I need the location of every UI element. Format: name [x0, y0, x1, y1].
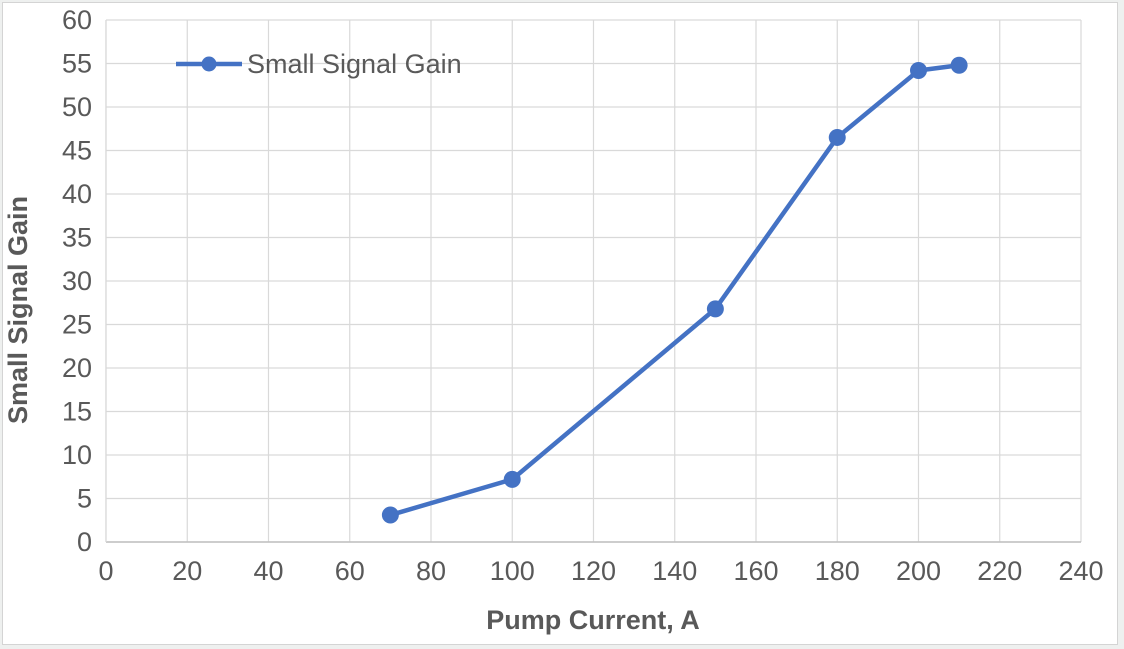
x-tick-label: 100 [490, 556, 535, 586]
x-tick-label: 80 [416, 556, 446, 586]
y-tick-label: 60 [62, 5, 92, 35]
y-tick-label: 20 [62, 353, 92, 383]
x-tick-label: 120 [571, 556, 616, 586]
x-tick-label: 160 [733, 556, 778, 586]
data-point-marker[interactable] [706, 300, 724, 318]
y-tick-label: 55 [62, 49, 92, 79]
axis-lines [105, 20, 1081, 543]
legend[interactable]: Small Signal Gain [176, 49, 462, 79]
data-point-marker[interactable] [910, 61, 927, 79]
x-tick-label: 40 [253, 556, 283, 586]
y-tick-label: 5 [77, 484, 92, 514]
y-tick-label: 15 [62, 397, 92, 427]
legend-label: Small Signal Gain [247, 49, 462, 79]
x-axis-title: Pump Current, A [486, 605, 700, 635]
data-point-marker[interactable] [503, 470, 521, 488]
x-tick-label: 20 [172, 556, 202, 586]
data-point-marker[interactable] [381, 506, 399, 524]
y-tick-label: 40 [62, 179, 92, 209]
y-axis-title: Small Signal Gain [3, 196, 33, 424]
y-tick-label: 10 [62, 440, 92, 470]
y-tick-label: 45 [62, 136, 92, 166]
x-tick-label: 0 [98, 556, 113, 586]
data-point-marker[interactable] [828, 128, 846, 146]
y-axis-tick-labels: 0 5 10 15 20 25 30 35 40 45 50 55 60 [62, 5, 92, 557]
x-tick-label: 140 [652, 556, 697, 586]
x-tick-label: 220 [977, 556, 1022, 586]
y-tick-label: 30 [62, 266, 92, 296]
x-tick-label: 240 [1058, 556, 1103, 586]
y-tick-label: 25 [62, 310, 92, 340]
x-axis-tick-labels: 0 20 40 60 80 100 120 140 160 180 200 220 240 [98, 556, 1103, 586]
y-tick-label: 0 [77, 527, 92, 557]
data-series [381, 56, 968, 524]
y-tick-label: 35 [62, 223, 92, 253]
gridlines [105, 19, 1082, 543]
y-tick-label: 50 [62, 92, 92, 122]
x-tick-label: 180 [815, 556, 860, 586]
x-tick-label: 200 [896, 556, 941, 586]
legend-marker-icon [201, 56, 217, 72]
data-point-marker[interactable] [950, 56, 968, 74]
x-tick-label: 60 [335, 556, 365, 586]
